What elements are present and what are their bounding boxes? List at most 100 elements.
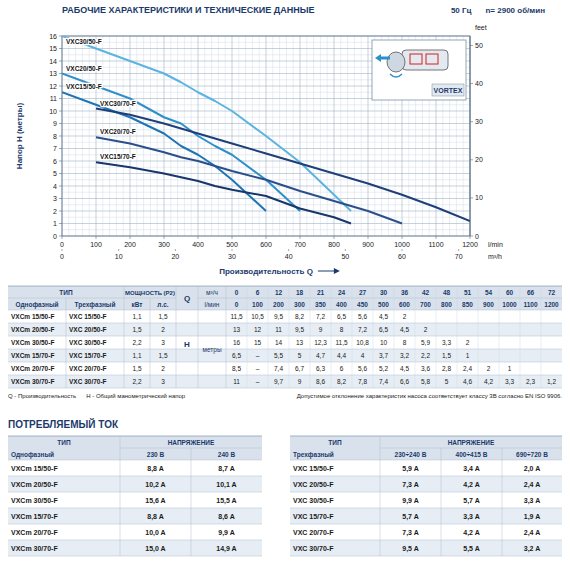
page: РАБОЧИЕ ХАРАКТЕРИСТИКИ И ТЕХНИЧЕСКИЕ ДАН… [0,0,570,570]
q-value: 850 [462,301,473,308]
q-value: 450 [357,301,368,308]
tick [59,161,62,162]
rule [541,286,542,388]
rule [478,286,479,388]
grid-line [62,173,470,174]
pump-part [426,54,438,64]
column-head: Трехфазный [293,451,334,459]
row-bg [8,362,562,375]
cell: 3,2 A [524,545,540,553]
grid-line [62,148,470,149]
tick [164,236,165,239]
column-head: 690÷720 В [516,451,548,458]
rule [191,448,192,556]
tick [130,236,131,239]
curve [62,74,300,212]
plot-bg [62,36,470,236]
row-bg [8,508,262,524]
curve-label: VXC20/50-F [66,65,102,72]
tick [402,249,403,251]
x-tick-label: 900 [362,241,374,248]
rule [8,286,562,287]
cell: VXC 15/50-F [69,313,107,320]
curve [96,162,351,223]
q-value: 24 [338,289,346,296]
tick [470,45,473,46]
tick [470,121,473,122]
rule [198,298,562,299]
x-tick-label: 500 [226,241,238,248]
cell: 2 [161,365,165,372]
column-head: Трехфазный [75,301,116,309]
rule [198,286,199,388]
grid-line [62,186,470,187]
cell: 4 [361,352,365,359]
q-value: 60 [506,289,514,296]
y-tick-label: 3 [53,195,57,202]
q-value: 27 [359,289,367,296]
y-tick-label: 9 [53,120,57,127]
cell: 6,3 [316,365,325,372]
cell: 15,5 A [216,497,236,505]
rule [380,436,381,556]
rule [290,476,562,477]
rule [331,286,332,388]
cell: 5 [445,378,449,385]
cell: 4,5 [400,326,409,333]
q-value: 300 [294,301,305,308]
column-head: Однофазный [11,451,54,459]
y-tick-label: 14 [49,58,57,65]
x2-tick-label: 60 [398,253,406,260]
cell: 7,3 A [402,529,418,537]
cell: 9,5 A [402,545,418,553]
header-bg [8,286,562,310]
cell: VXCm 15/70-F [11,513,58,520]
row-bg [8,323,562,336]
x-tick-label: 1000 [394,241,410,248]
tick [59,61,62,62]
cell: 1,5 [132,365,141,372]
cell: 1,1 [132,352,141,359]
tick [59,36,62,37]
cell: 8,5 [232,365,241,372]
rule [520,286,521,388]
y-label: Напор H (метры) [15,103,24,170]
cell: VXCm 20/50-F [11,481,58,488]
cell: 13 [233,326,241,333]
flow-arrow [375,54,381,62]
cell: 13 [296,339,304,346]
row-bg [8,524,262,540]
tick [470,83,473,84]
cell: 9,9 A [402,497,418,505]
cell: 4,5 [379,313,388,320]
tick [59,173,62,174]
curve-label: VXC30/70-F [100,100,136,107]
cell: VXC 30/50-F [69,339,107,346]
column-head: 230÷240 В [395,451,427,458]
speed: n= 2900 об/мин [485,6,545,15]
arrow [334,268,340,274]
q-value: 36 [401,289,409,296]
row-bg [8,476,262,492]
cell: 10,2 A [145,481,165,489]
rule [8,460,262,461]
x2-tick-label: 30 [228,253,236,260]
x2-tick-label: 40 [285,253,293,260]
x-tick-label: 400 [192,241,204,248]
tick [458,249,459,251]
cell: 6,5 [232,352,241,359]
row-bg [290,460,562,476]
tick [59,73,62,74]
q-value: 30 [380,289,388,296]
cell: 2 [466,339,470,346]
cell: 3,3 [505,378,514,385]
x-tick-label: 1100 [428,241,443,248]
tick [175,249,176,251]
rule [441,448,442,556]
grid-line [62,123,470,124]
rule [289,286,290,388]
rule [226,286,227,388]
row-bg [8,540,262,556]
tick [334,236,335,239]
cell: 1,9 A [524,513,540,521]
